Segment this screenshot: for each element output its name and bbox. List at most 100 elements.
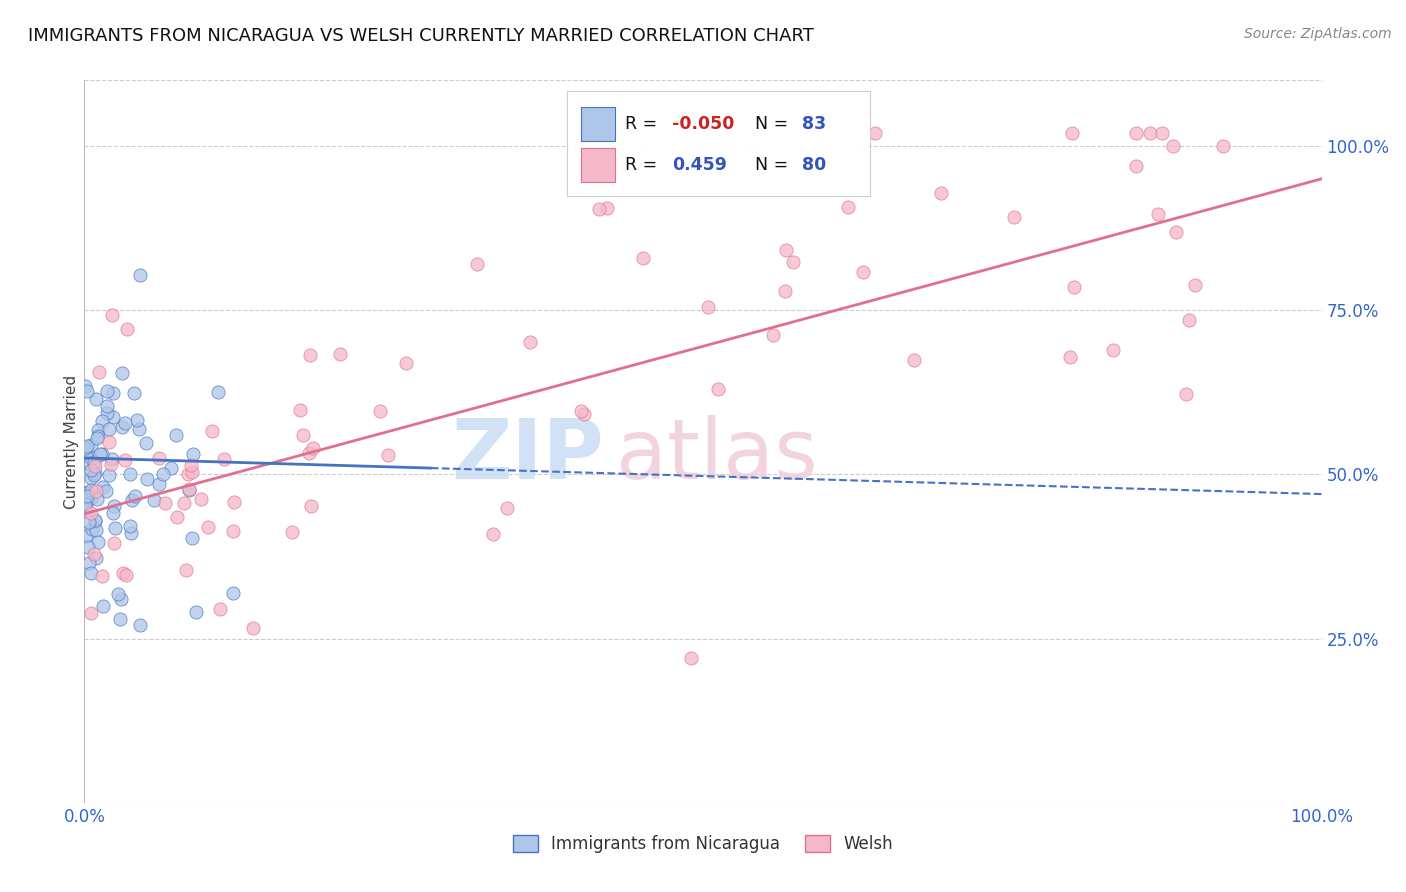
Point xyxy=(298,348,321,362)
Point xyxy=(97,468,120,483)
Point xyxy=(120,519,142,533)
Point xyxy=(84,484,107,499)
Point xyxy=(865,126,887,140)
Point xyxy=(100,308,122,322)
Point xyxy=(1102,343,1125,357)
Point xyxy=(87,429,110,443)
Point xyxy=(209,602,232,616)
Point xyxy=(569,403,592,417)
Point xyxy=(128,268,150,282)
Point xyxy=(121,492,143,507)
Text: N =: N = xyxy=(755,115,794,133)
Point xyxy=(75,441,97,455)
Point xyxy=(1184,277,1206,292)
Point xyxy=(79,457,101,471)
Point xyxy=(207,385,229,400)
Point xyxy=(115,322,138,336)
Point xyxy=(91,447,114,461)
Point xyxy=(91,599,114,613)
Point xyxy=(103,499,125,513)
Point xyxy=(135,472,157,486)
Point xyxy=(929,186,952,200)
Point xyxy=(84,514,107,528)
Text: R =: R = xyxy=(626,115,662,133)
Point xyxy=(222,585,245,599)
Point xyxy=(73,497,96,511)
Legend: Immigrants from Nicaragua, Welsh: Immigrants from Nicaragua, Welsh xyxy=(506,828,900,860)
Point xyxy=(395,356,418,370)
FancyBboxPatch shape xyxy=(581,148,616,182)
Point xyxy=(77,556,100,570)
Point xyxy=(83,455,105,469)
Point xyxy=(174,563,197,577)
Point xyxy=(77,491,100,505)
Point xyxy=(201,424,224,438)
Point xyxy=(1161,139,1184,153)
Point xyxy=(120,526,142,541)
Point xyxy=(377,448,399,462)
Point xyxy=(83,467,105,482)
Point xyxy=(84,392,107,406)
Point xyxy=(76,439,98,453)
Point xyxy=(90,414,112,428)
FancyBboxPatch shape xyxy=(567,91,870,196)
Point xyxy=(75,449,97,463)
Point xyxy=(1059,351,1081,365)
Point xyxy=(96,406,118,420)
Point xyxy=(84,523,107,537)
Point xyxy=(75,529,97,543)
Point xyxy=(87,365,110,379)
Point xyxy=(143,492,166,507)
Point xyxy=(110,592,132,607)
Point xyxy=(86,492,108,507)
Point xyxy=(782,255,804,269)
Point xyxy=(1174,387,1197,401)
Point xyxy=(129,618,152,632)
Point xyxy=(75,501,97,516)
Point xyxy=(775,244,797,258)
Point xyxy=(87,535,110,549)
Point xyxy=(79,491,101,505)
Point xyxy=(148,451,170,466)
Y-axis label: Currently Married: Currently Married xyxy=(63,375,79,508)
Point xyxy=(91,480,114,494)
Point xyxy=(89,447,111,461)
Point xyxy=(86,431,108,445)
Point xyxy=(180,458,202,473)
Point xyxy=(177,467,200,481)
Point xyxy=(114,568,136,582)
Text: N =: N = xyxy=(755,156,794,174)
Point xyxy=(94,484,117,499)
Point xyxy=(181,531,204,545)
Point xyxy=(75,485,97,500)
Point xyxy=(495,500,517,515)
Point xyxy=(103,386,125,401)
Point xyxy=(160,461,183,475)
Text: 0.459: 0.459 xyxy=(672,156,727,174)
Point xyxy=(111,367,134,381)
Point xyxy=(519,334,541,349)
Point xyxy=(903,352,925,367)
Point xyxy=(1152,126,1174,140)
Point xyxy=(98,435,121,450)
Point xyxy=(135,435,157,450)
Point xyxy=(112,566,135,580)
Point xyxy=(108,612,131,626)
Point xyxy=(103,521,125,535)
Point xyxy=(77,515,100,529)
Point xyxy=(100,457,122,471)
Point xyxy=(96,384,118,399)
Point xyxy=(114,416,136,430)
Point xyxy=(79,606,101,620)
Point xyxy=(101,507,124,521)
Point xyxy=(83,547,105,561)
Point xyxy=(177,482,200,496)
Point xyxy=(242,621,264,635)
Point xyxy=(299,499,322,513)
Point xyxy=(301,441,323,455)
Point xyxy=(77,540,100,554)
Point xyxy=(87,424,110,438)
Point xyxy=(329,347,352,361)
FancyBboxPatch shape xyxy=(581,107,616,141)
Point xyxy=(212,451,235,466)
